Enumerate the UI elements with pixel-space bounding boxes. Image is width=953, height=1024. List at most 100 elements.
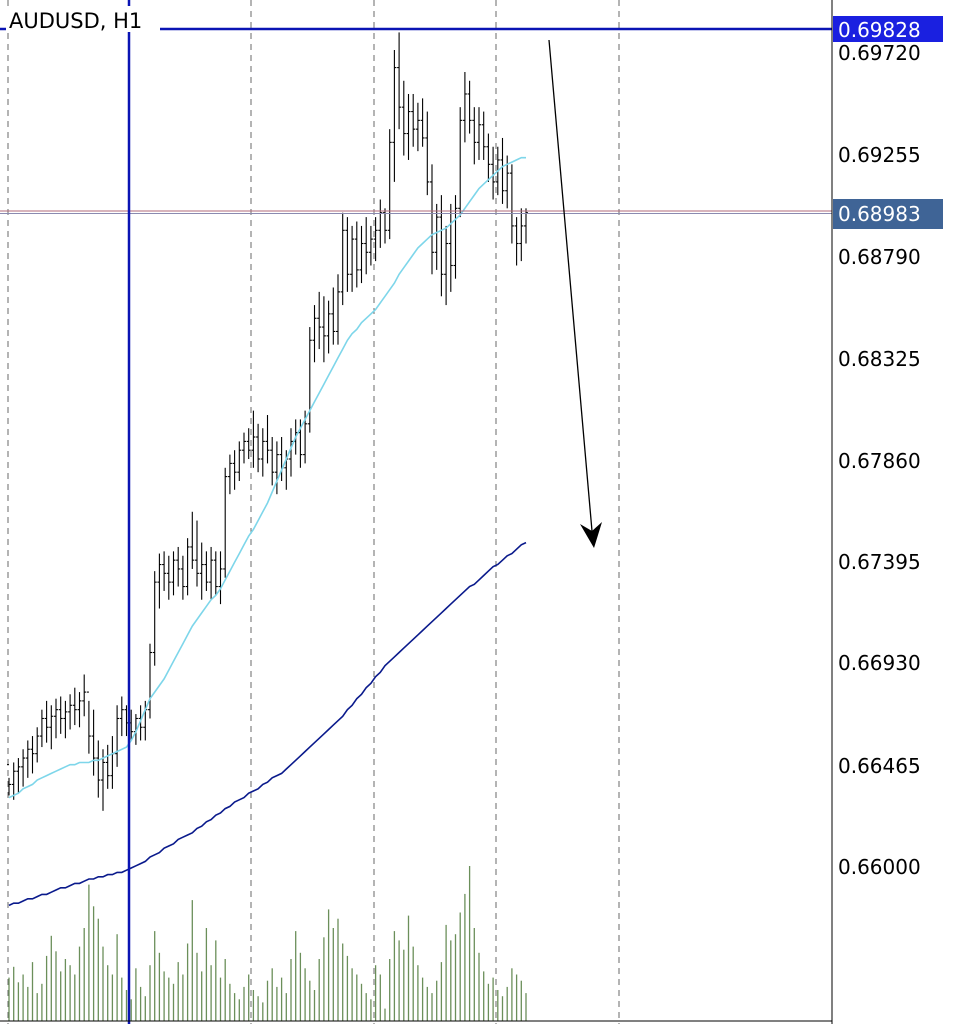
upper-line-price-tag: 0.69828 (833, 16, 943, 42)
ohlc-bar (176, 546, 181, 587)
ohlc-bar (401, 80, 406, 156)
ohlc-bar (444, 225, 449, 306)
ohlc-bar (96, 740, 101, 798)
price-tick-label: 0.67395 (838, 550, 921, 574)
ohlc-bar (415, 102, 420, 152)
ohlc-bar (190, 511, 195, 569)
ohlc-bar (420, 98, 425, 147)
ohlc-bar (204, 551, 209, 591)
ohlc-bar (368, 225, 373, 266)
ohlc-bar (180, 555, 185, 600)
ohlc-bar (486, 133, 491, 182)
ohlc-bar (350, 225, 355, 292)
ohlc-bar (289, 428, 293, 477)
ohlc-bar (481, 111, 486, 160)
ohlc-bar (364, 217, 369, 275)
ohlc-bar (39, 709, 44, 748)
ohlc-bar (223, 467, 228, 578)
price-axis[interactable]: 0.69720 0.69255 0.68790 0.68325 0.67860 … (838, 41, 921, 879)
ohlc-bar (44, 700, 49, 743)
price-tick-label: 0.69255 (838, 143, 921, 167)
ohlc-bar (218, 551, 223, 605)
ohlc-bar (115, 705, 120, 767)
ohlc-bar (185, 538, 190, 596)
ohlc-bar (251, 410, 256, 468)
ohlc-bar (373, 217, 378, 262)
ohlc-bar (519, 208, 524, 262)
ohlc-bar (82, 674, 87, 717)
ohlc-bar (77, 692, 82, 728)
ohlc-bar (430, 164, 434, 275)
price-tick-label: 0.68325 (838, 347, 921, 371)
ohlc-bar (321, 296, 326, 363)
upper-line-price-value: 0.69828 (838, 18, 921, 42)
ohlc-bar (340, 212, 345, 306)
ohlc-bar (148, 643, 152, 719)
ohlc-bar (331, 287, 336, 345)
ohlc-bars (7, 32, 528, 811)
forecast-arrow[interactable] (548, 39, 602, 548)
ohlc-bar (91, 709, 96, 776)
price-tick-label: 0.66930 (838, 651, 921, 675)
upper-line-price-tag-background (833, 16, 943, 42)
ohlc-bar (110, 736, 115, 789)
ohlc-bar (72, 687, 77, 726)
ohlc-bar (425, 111, 430, 196)
ohlc-bar (260, 428, 265, 477)
ohlc-bar (237, 441, 242, 481)
ohlc-bar (25, 740, 30, 778)
ohlc-bar (101, 749, 105, 811)
price-tick-label: 0.66465 (838, 754, 921, 778)
ohlc-bar (500, 137, 505, 204)
ohlc-bar (242, 432, 246, 464)
ohlc-bar (58, 696, 63, 734)
ohlc-bar (171, 551, 176, 596)
ohlc-bar (54, 698, 58, 739)
ohlc-bar (68, 694, 73, 730)
ohlc-bar (152, 571, 157, 666)
price-tick-label: 0.68790 (838, 245, 921, 269)
ohlc-bar (138, 705, 143, 741)
symbol-timeframe-label: AUDUSD, H1 (9, 9, 142, 33)
ohlc-bar (477, 107, 481, 160)
ohlc-bar (265, 415, 270, 464)
ohlc-bar (49, 705, 54, 750)
ohlc-bar (354, 221, 359, 288)
ohlc-bar (514, 217, 519, 266)
price-tick-label: 0.69720 (838, 41, 921, 65)
ohlc-bar (213, 551, 218, 596)
ohlc-bar (491, 146, 496, 200)
current-price-value: 0.68983 (838, 202, 921, 226)
price-tick-label: 0.67860 (838, 449, 921, 473)
ohlc-bar (472, 107, 477, 165)
ohlc-bar (232, 450, 237, 490)
ohlc-bar (387, 129, 392, 240)
fast-moving-average-line (8, 156, 526, 799)
ohlc-bar (105, 744, 110, 789)
ohlc-bar (448, 203, 453, 292)
ohlc-bar (317, 291, 322, 350)
ohlc-bar (166, 555, 171, 600)
ohlc-bar (312, 305, 317, 363)
ohlc-bar (397, 32, 402, 130)
forecast-arrow-head-icon (580, 522, 602, 548)
ohlc-bar (63, 700, 68, 739)
ohlc-bar (227, 454, 232, 495)
ohlc-bar (383, 208, 387, 244)
ohlc-bar (30, 736, 35, 774)
volume-histogram (8, 866, 527, 1021)
ohlc-bar (7, 764, 11, 796)
ohlc-bar (195, 520, 199, 587)
symbol-label-backdrop (6, 6, 160, 32)
ohlc-bar (453, 195, 458, 279)
current-price-tag-background (833, 199, 943, 229)
ohlc-bar (157, 553, 162, 609)
slow-moving-average-line (8, 541, 527, 907)
ohlc-bar (378, 199, 383, 248)
ohlc-bar (246, 428, 251, 459)
ohlc-bar (467, 80, 472, 134)
ohlc-bar (439, 195, 444, 297)
ohlc-bar (256, 423, 261, 473)
ohlc-bar (270, 437, 275, 486)
